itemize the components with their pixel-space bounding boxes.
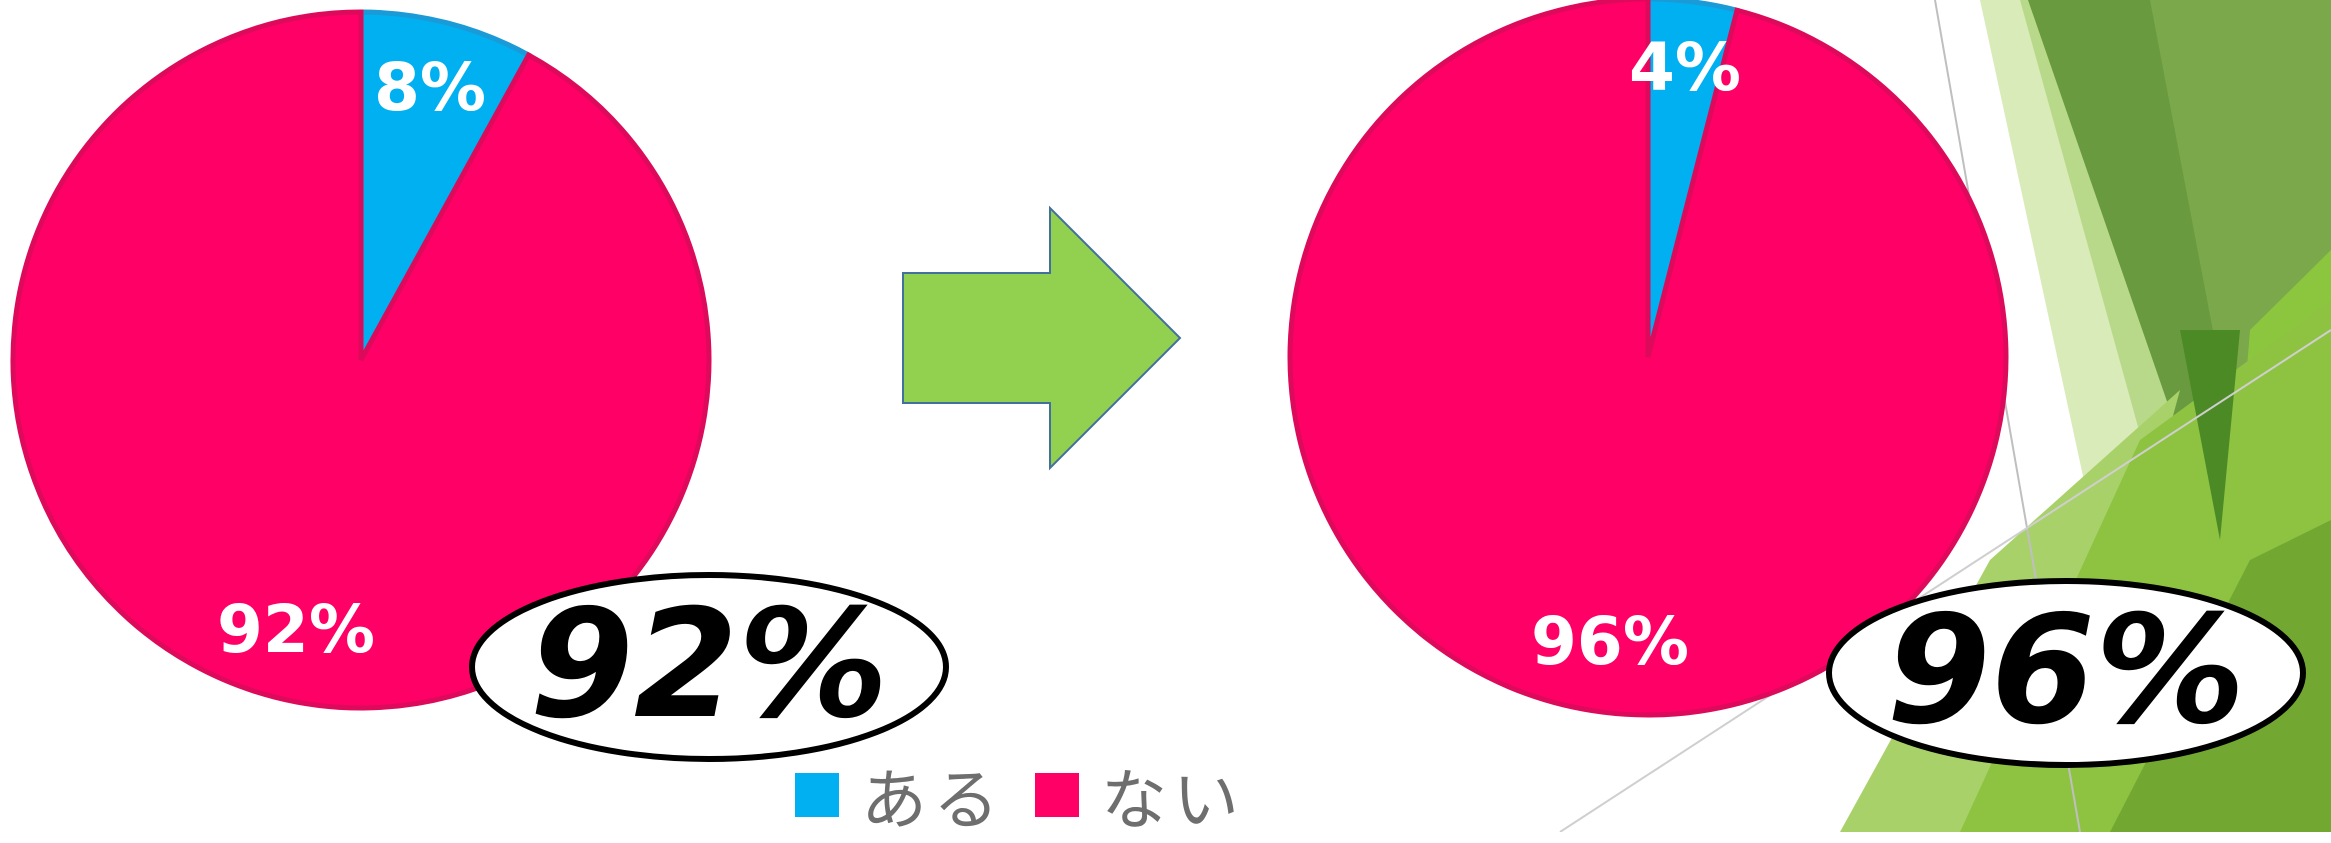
pie-label-2-1: 4% xyxy=(1629,29,1741,106)
pie-slice-1-1 xyxy=(358,9,533,362)
legend: ある ない xyxy=(795,758,1275,839)
pie-label-1-1: 8% xyxy=(374,49,486,126)
pie-label-1-2: 92% xyxy=(217,591,375,668)
legend-swatch-aru xyxy=(795,773,839,817)
pie-chart-before: 8% 92% xyxy=(10,9,712,711)
callout-after-text: 96% xyxy=(1886,584,2245,758)
pie-chart-after: 4% 96% xyxy=(1287,0,2009,718)
callout-before: 92% xyxy=(469,572,949,762)
legend-label-aru: ある xyxy=(861,762,1005,839)
legend-label-nai: ない xyxy=(1101,762,1245,839)
right-arrow-icon xyxy=(902,205,1182,471)
pie-slice-2-2 xyxy=(1287,0,2009,718)
legend-swatch-nai xyxy=(1035,773,1079,817)
pie-slice-1-2 xyxy=(10,9,712,711)
callout-before-text: 92% xyxy=(529,578,888,752)
callout-after: 96% xyxy=(1826,578,2306,768)
legend-item-aru: ある xyxy=(795,747,1005,843)
pie-label-2-2: 96% xyxy=(1531,603,1689,680)
legend-item-nai: ない xyxy=(1035,747,1245,843)
